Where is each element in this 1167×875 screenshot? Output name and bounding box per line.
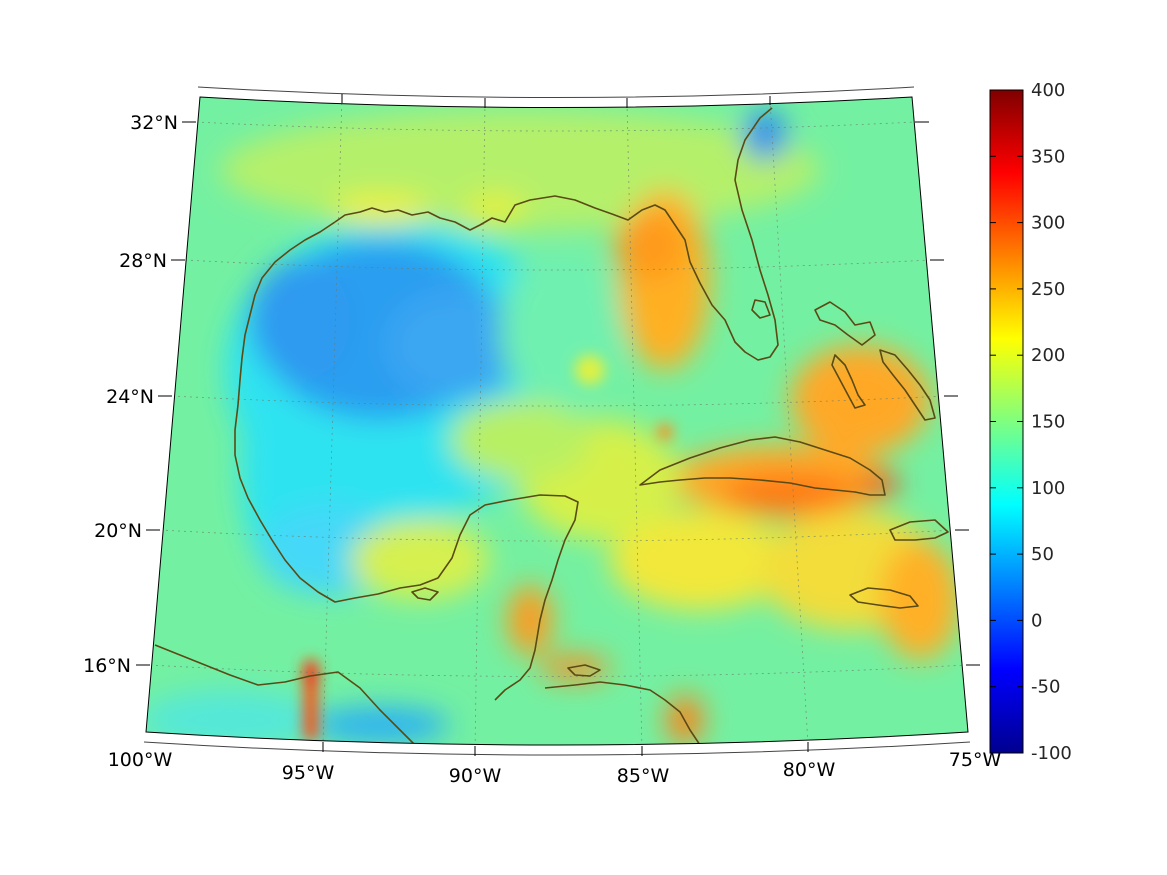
colorbar-label: 150 xyxy=(1031,412,1065,433)
lat-label-32n: 32°N xyxy=(130,112,178,134)
colorbar-label: 50 xyxy=(1031,544,1054,565)
map-ticks xyxy=(136,94,980,756)
lon-label-80w: 80°W xyxy=(783,759,836,781)
colorbar: 400 350 300 250 200 150 100 50 0 -50 -100 xyxy=(989,80,1072,764)
lat-label-24n: 24°N xyxy=(106,386,154,408)
colorbar-label: 400 xyxy=(1031,80,1065,101)
colorbar-label: -100 xyxy=(1031,743,1072,764)
lat-label-28n: 28°N xyxy=(119,250,167,272)
lon-label-90w: 90°W xyxy=(449,765,502,787)
lon-label-95w: 95°W xyxy=(282,762,335,784)
lat-label-20n: 20°N xyxy=(94,520,142,542)
map-field xyxy=(146,97,968,745)
colorbar-label: -50 xyxy=(1031,677,1060,698)
lon-label-100w: 100°W xyxy=(108,749,173,771)
coastline xyxy=(154,107,949,745)
lat-label-16n: 16°N xyxy=(83,655,131,677)
lon-label-85w: 85°W xyxy=(617,765,670,787)
colorbar-label: 200 xyxy=(1031,345,1065,366)
map-frame xyxy=(145,96,969,746)
colorbar-label: 300 xyxy=(1031,213,1065,234)
lon-label-75w: 75°W xyxy=(949,749,1002,771)
graticule xyxy=(149,97,967,745)
colorbar-label: 100 xyxy=(1031,478,1065,499)
colorbar-label: 250 xyxy=(1031,279,1065,300)
colorbar-label: 0 xyxy=(1031,610,1042,631)
colorbar-label: 350 xyxy=(1031,146,1065,167)
